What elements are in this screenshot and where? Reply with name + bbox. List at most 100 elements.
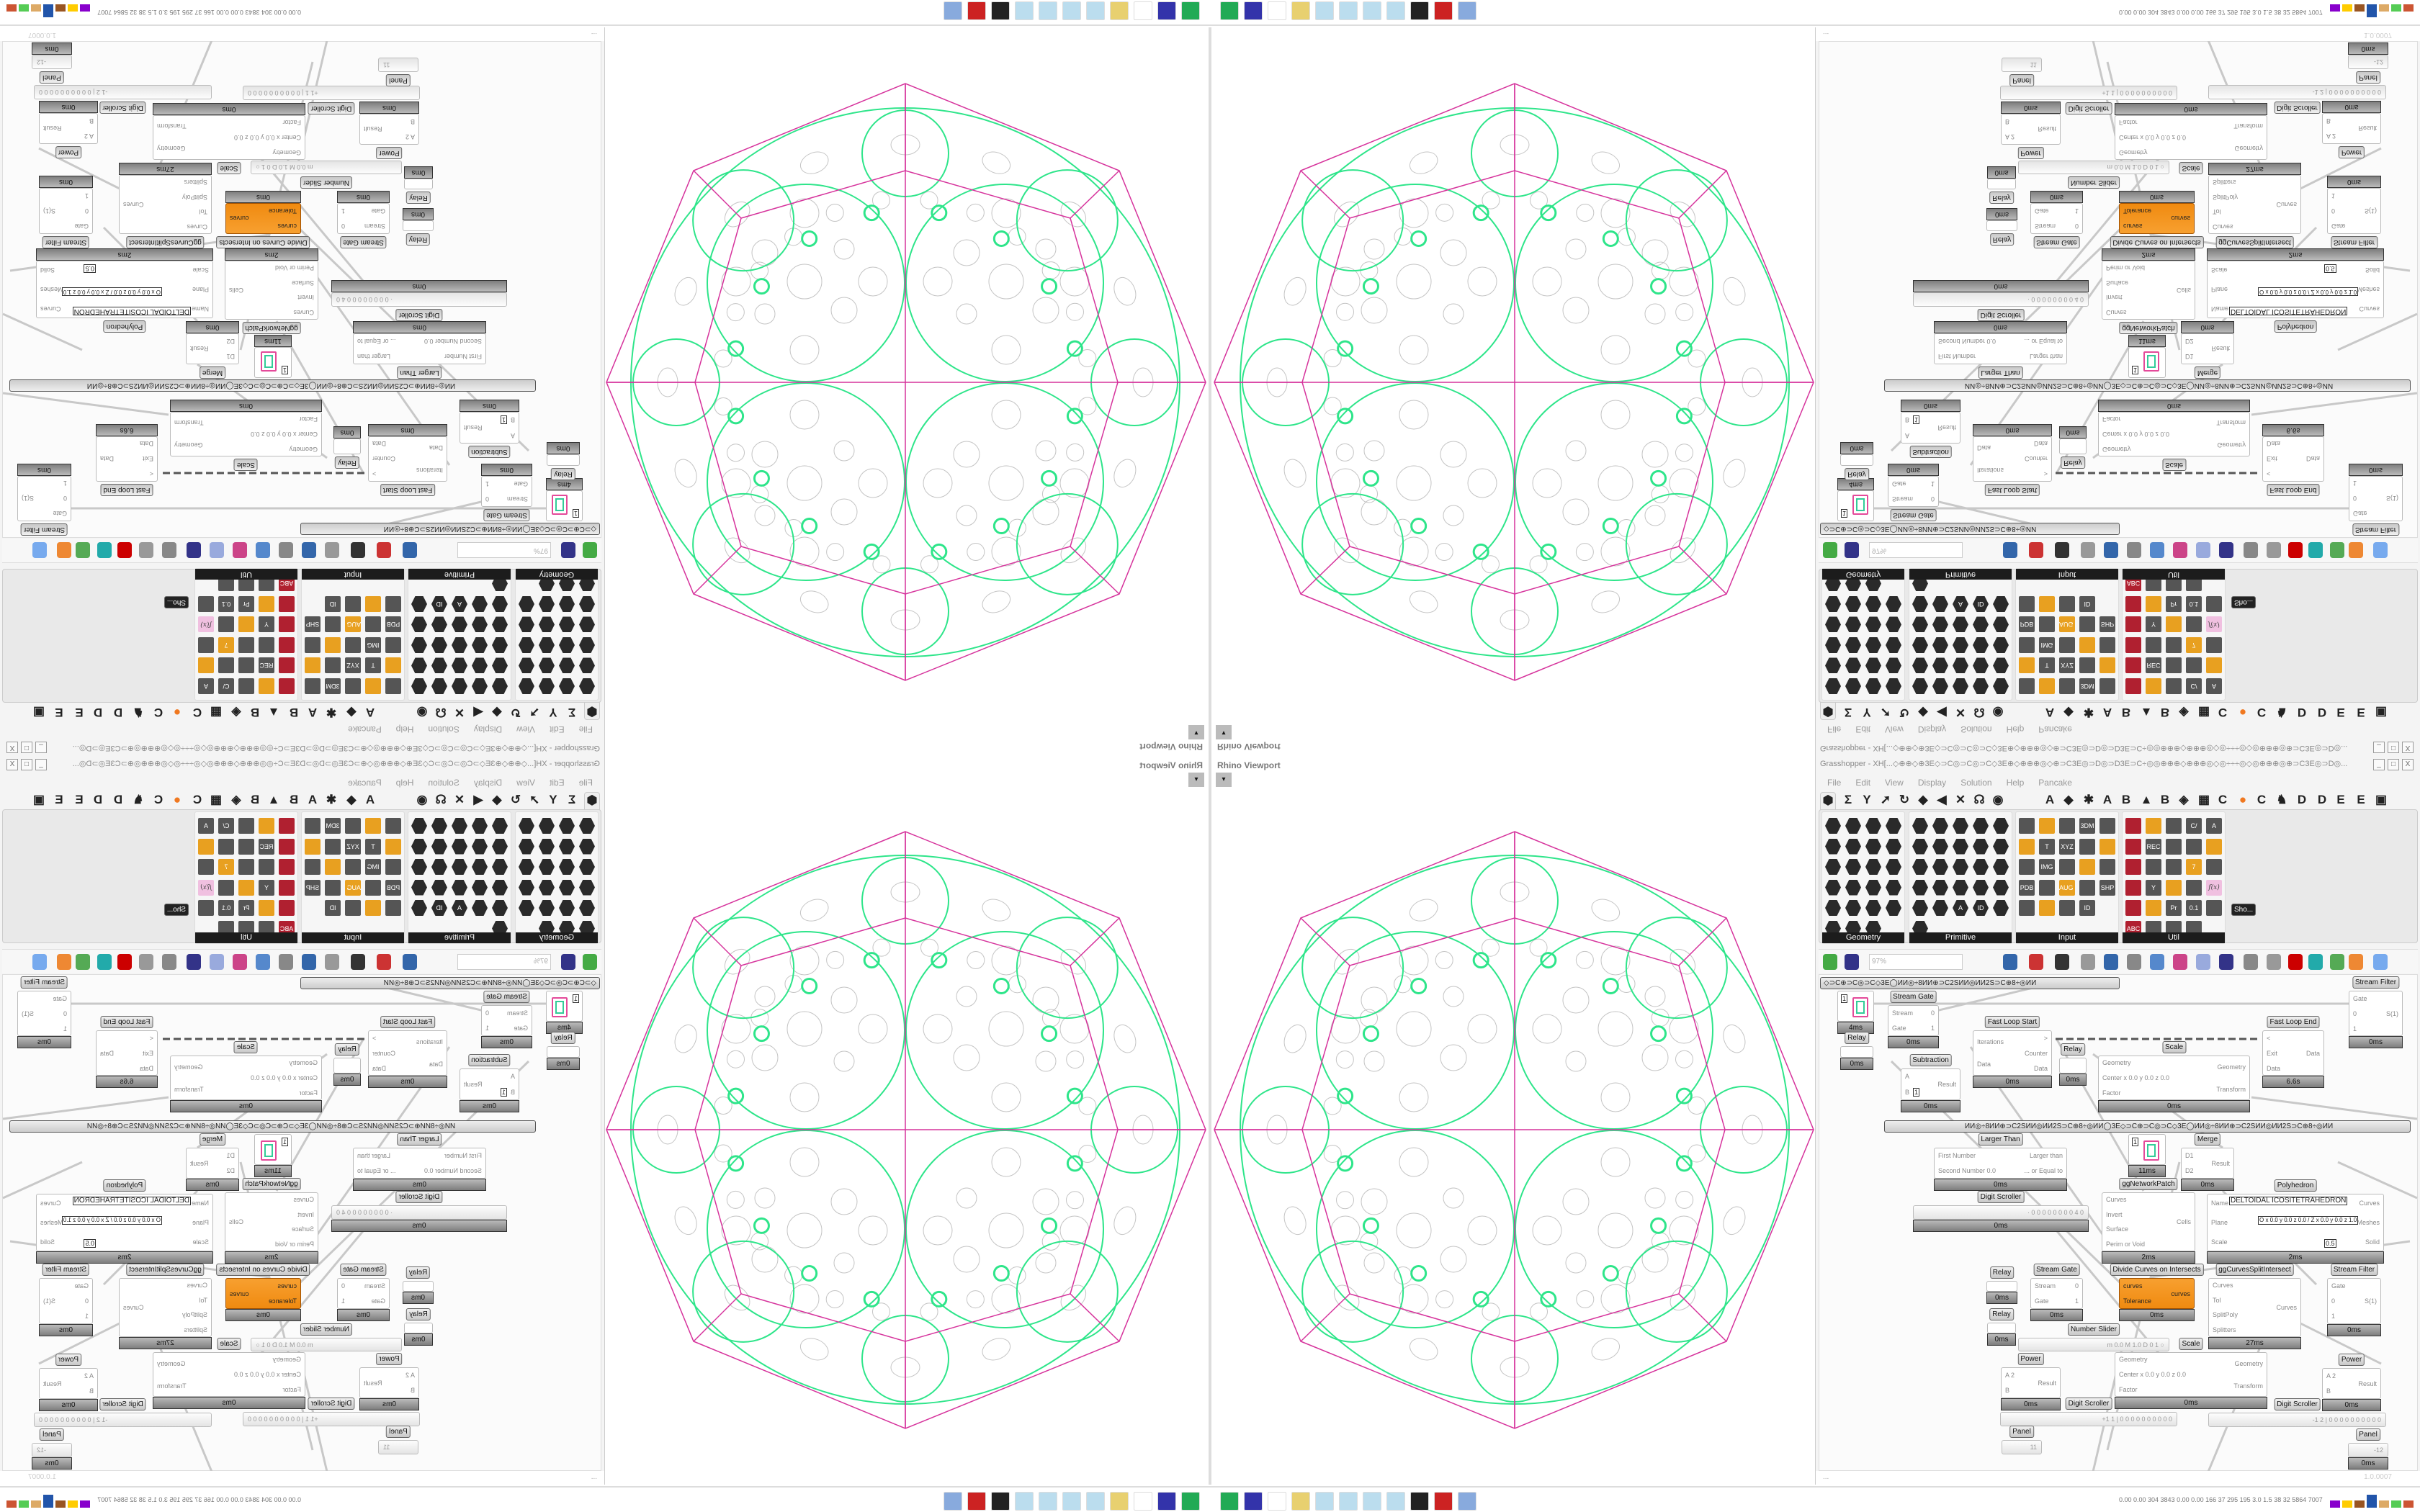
output-2[interactable]: Data xyxy=(2033,1064,2048,1072)
ggnetworkpatch-label[interactable]: ggNetworkPatch xyxy=(2119,1178,2178,1190)
input-1[interactable]: Plane xyxy=(192,286,209,293)
stream-filter-label[interactable]: Stream Filter xyxy=(42,1264,90,1276)
vector-icon[interactable] xyxy=(579,818,595,834)
blob-icon[interactable] xyxy=(2125,900,2141,916)
relay-label[interactable]: Relay xyxy=(335,1043,359,1056)
toolbar-button-10[interactable] xyxy=(2173,954,2187,970)
arc-u-icon[interactable] xyxy=(259,678,274,694)
stream-filter-label[interactable]: Stream Filter xyxy=(42,236,90,248)
input-0[interactable]: < xyxy=(2267,470,2271,478)
toolbar-button-14[interactable] xyxy=(139,542,153,558)
graph-mapper-icon[interactable] xyxy=(519,859,534,875)
toolbar-button-15[interactable] xyxy=(117,954,132,970)
id-icon[interactable]: ID xyxy=(431,596,447,612)
clock-icon[interactable] xyxy=(1953,838,1968,855)
slider-icon[interactable] xyxy=(305,678,321,694)
input-1[interactable]: Tol xyxy=(2213,1296,2221,1304)
input-0[interactable]: Stream xyxy=(506,495,528,503)
tree-icon[interactable] xyxy=(472,617,488,633)
output-0[interactable]: Result xyxy=(190,345,209,353)
timer-icon[interactable] xyxy=(238,838,254,855)
input-0[interactable]: < xyxy=(149,1034,153,1042)
output-0[interactable]: Cells xyxy=(229,1218,244,1225)
sphere-icon[interactable] xyxy=(1993,596,2009,612)
input-0[interactable]: Stream xyxy=(364,1282,385,1290)
transform-icon[interactable] xyxy=(411,658,427,674)
fast-loop-end-component[interactable]: < Exit Data Data xyxy=(2262,436,2324,482)
input-1[interactable]: Data xyxy=(1977,444,1991,451)
relay-component[interactable] xyxy=(333,1058,361,1074)
cherry-icon[interactable] xyxy=(2125,818,2141,834)
relay-component[interactable] xyxy=(1987,1323,2016,1333)
tab-16[interactable]: B xyxy=(2160,793,2170,806)
output-1[interactable]: 1 xyxy=(1930,1025,1935,1032)
polyhedron-component[interactable]: Name Plane Scale Curves Meshes Solid DELTOIDAL… xyxy=(2207,261,2384,318)
gyro-icon[interactable] xyxy=(2079,879,2095,896)
toolbar-button-18[interactable] xyxy=(57,954,71,970)
clip-icon[interactable] xyxy=(365,879,381,896)
output-1[interactable]: Meshes xyxy=(40,1219,63,1226)
ggnetworkpatch-component[interactable]: Curves Invert Surface Perim or Void Cells xyxy=(2102,1192,2195,1251)
input-2[interactable]: Surface xyxy=(2106,279,2129,287)
group-icon[interactable] xyxy=(519,900,534,916)
grid-icon[interactable] xyxy=(1845,859,1861,875)
toolbar-button-7[interactable] xyxy=(302,542,316,558)
tab-12[interactable]: ✱ xyxy=(2083,793,2094,806)
toolbar-button-11[interactable] xyxy=(2196,954,2210,970)
digit-scroller-label[interactable]: Digit Scroller xyxy=(1977,309,2025,321)
spiral-icon[interactable] xyxy=(218,657,234,674)
output-1[interactable]: 1 xyxy=(341,207,346,215)
output-0[interactable]: S(1) xyxy=(43,1297,56,1305)
toolbar-button-17[interactable] xyxy=(2330,542,2344,558)
slider-icon[interactable] xyxy=(2099,678,2115,694)
notepad-icon[interactable] xyxy=(1062,1,1081,20)
input-3[interactable]: Perim or Void xyxy=(274,1240,314,1248)
star-icon[interactable] xyxy=(1932,678,1948,694)
tab-15[interactable]: ▲ xyxy=(267,706,280,719)
point-icon[interactable] xyxy=(579,839,595,855)
grasshopper-canvas[interactable]: Stream Gate Stream Gate 0 1 0ms 1 4ms Relay 0ms Su… xyxy=(1819,40,2418,538)
folder-icon[interactable] xyxy=(1291,1492,1310,1511)
input-0[interactable]: Gate xyxy=(53,510,67,518)
tab-10[interactable]: A xyxy=(2045,793,2055,806)
input-0[interactable]: Curves xyxy=(2106,1196,2127,1204)
input-0[interactable]: A xyxy=(510,432,515,439)
input-2[interactable]: Surface xyxy=(291,279,314,287)
scale-label[interactable]: Scale xyxy=(233,459,259,471)
gem-icon[interactable] xyxy=(2059,678,2075,694)
toolbar-button-18[interactable] xyxy=(57,542,71,558)
tab-5[interactable]: ◆ xyxy=(1918,793,1928,806)
output-0[interactable]: Data xyxy=(100,1049,115,1057)
output-1[interactable]: Transform xyxy=(174,419,204,427)
tab-6[interactable]: ◀ xyxy=(1937,706,1947,719)
input-1[interactable]: 0 xyxy=(84,207,89,215)
relay-label[interactable]: Relay xyxy=(1989,1308,2014,1320)
tab-3[interactable]: ➚ xyxy=(1880,706,1891,719)
tab-4[interactable]: ↻ xyxy=(1899,793,1910,806)
menu-file[interactable]: File xyxy=(578,724,593,734)
img-icon[interactable]: IMG xyxy=(2039,637,2055,653)
digit-scroller-label[interactable]: Digit Scroller xyxy=(395,309,443,321)
arc-icon[interactable] xyxy=(1973,678,1989,694)
polyhedron-name-field[interactable]: DELTOIDAL ICOSITETRAHEDRON xyxy=(72,1197,191,1205)
menu-pancake[interactable]: Pancake xyxy=(2038,778,2072,788)
plane-icon[interactable] xyxy=(539,678,555,694)
number-slider-label[interactable]: Number Slider xyxy=(2068,176,2120,189)
checker-icon[interactable] xyxy=(2079,637,2095,653)
output-1[interactable]: Transform xyxy=(2216,1085,2246,1093)
b-value[interactable]: 1 xyxy=(500,415,507,424)
slider-value[interactable]: 11 xyxy=(383,1444,390,1451)
output-0[interactable]: S(1) xyxy=(2385,495,2398,503)
surface-icon[interactable] xyxy=(559,596,575,612)
input-1[interactable]: D2 xyxy=(2185,1167,2194,1175)
graph-mapper-icon[interactable] xyxy=(1886,637,1901,653)
blob-icon[interactable] xyxy=(279,596,295,612)
group-header[interactable]: ◇⊃C⊕⊃C◎⊃C◇3E◯ИИ◎÷8ИИ⊕⊃C2SИИ◎ИИ2S⊃C⊕8÷◎ИИ xyxy=(1820,523,2120,535)
input-1[interactable]: B xyxy=(410,1387,415,1395)
gradient-pin-icon[interactable] xyxy=(385,838,401,855)
merge-label[interactable]: Merge xyxy=(2194,366,2221,379)
input-0[interactable]: Curves xyxy=(2213,222,2233,230)
3dm-icon[interactable]: 3DM xyxy=(325,818,341,834)
img-icon[interactable]: IMG xyxy=(365,859,381,875)
ribbon-group-label[interactable]: Util xyxy=(195,569,297,580)
